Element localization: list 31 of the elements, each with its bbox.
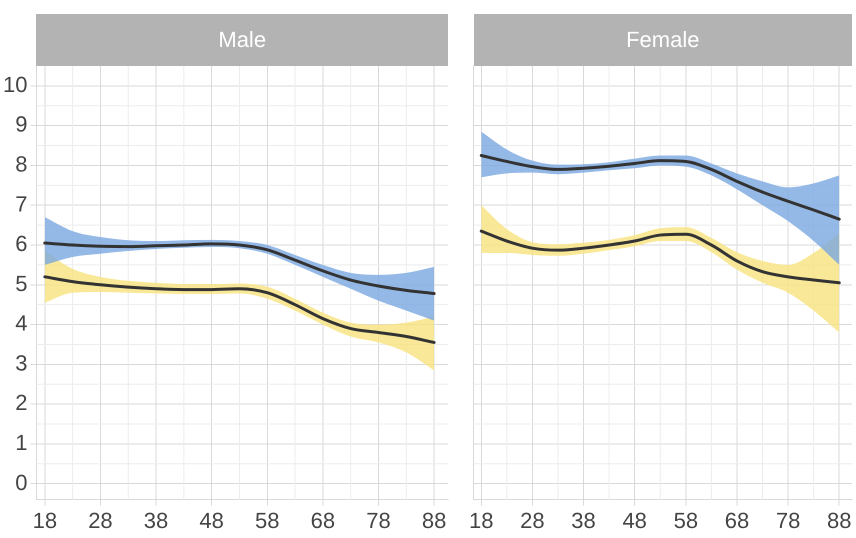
x-tick-label: 38 bbox=[144, 508, 168, 533]
x-tick-label: 88 bbox=[826, 508, 852, 533]
x-tick-label: 88 bbox=[422, 508, 446, 533]
x-tick-label: 28 bbox=[520, 508, 545, 533]
line-series bbox=[43, 275, 436, 344]
x-tick-label: 68 bbox=[724, 508, 750, 533]
x-tick-label: 18 bbox=[32, 508, 58, 533]
x-tick-label: 18 bbox=[469, 508, 494, 533]
x-tick-label: 78 bbox=[776, 508, 800, 533]
x-tick-label: 78 bbox=[366, 508, 391, 533]
y-tick-label: 7 bbox=[15, 191, 28, 216]
y-tick-label: 5 bbox=[15, 270, 28, 296]
line-series bbox=[43, 242, 436, 296]
y-tick-label: 2 bbox=[15, 390, 28, 416]
x-tick-label: 68 bbox=[310, 508, 336, 533]
y-tick-label: 1 bbox=[15, 430, 28, 455]
y-tick-label: 0 bbox=[15, 470, 28, 495]
y-tick-label: 9 bbox=[15, 112, 28, 137]
chart-title: Female bbox=[474, 14, 852, 66]
x-tick-label: 58 bbox=[674, 508, 698, 533]
y-tick-label: 10 bbox=[2, 72, 28, 97]
y-tick-label: 3 bbox=[15, 350, 28, 376]
x-tick-label: 58 bbox=[255, 508, 280, 533]
x-tick-label: 38 bbox=[571, 508, 596, 533]
x-tick-label: 28 bbox=[88, 508, 113, 533]
y-tick-label: 6 bbox=[15, 231, 28, 256]
chart-title: Male bbox=[36, 14, 448, 66]
y-tick-label: 8 bbox=[15, 152, 28, 177]
x-tick-label: 48 bbox=[622, 508, 647, 533]
x-tick-label: 48 bbox=[199, 508, 224, 533]
y-tick-label: 4 bbox=[15, 310, 28, 336]
